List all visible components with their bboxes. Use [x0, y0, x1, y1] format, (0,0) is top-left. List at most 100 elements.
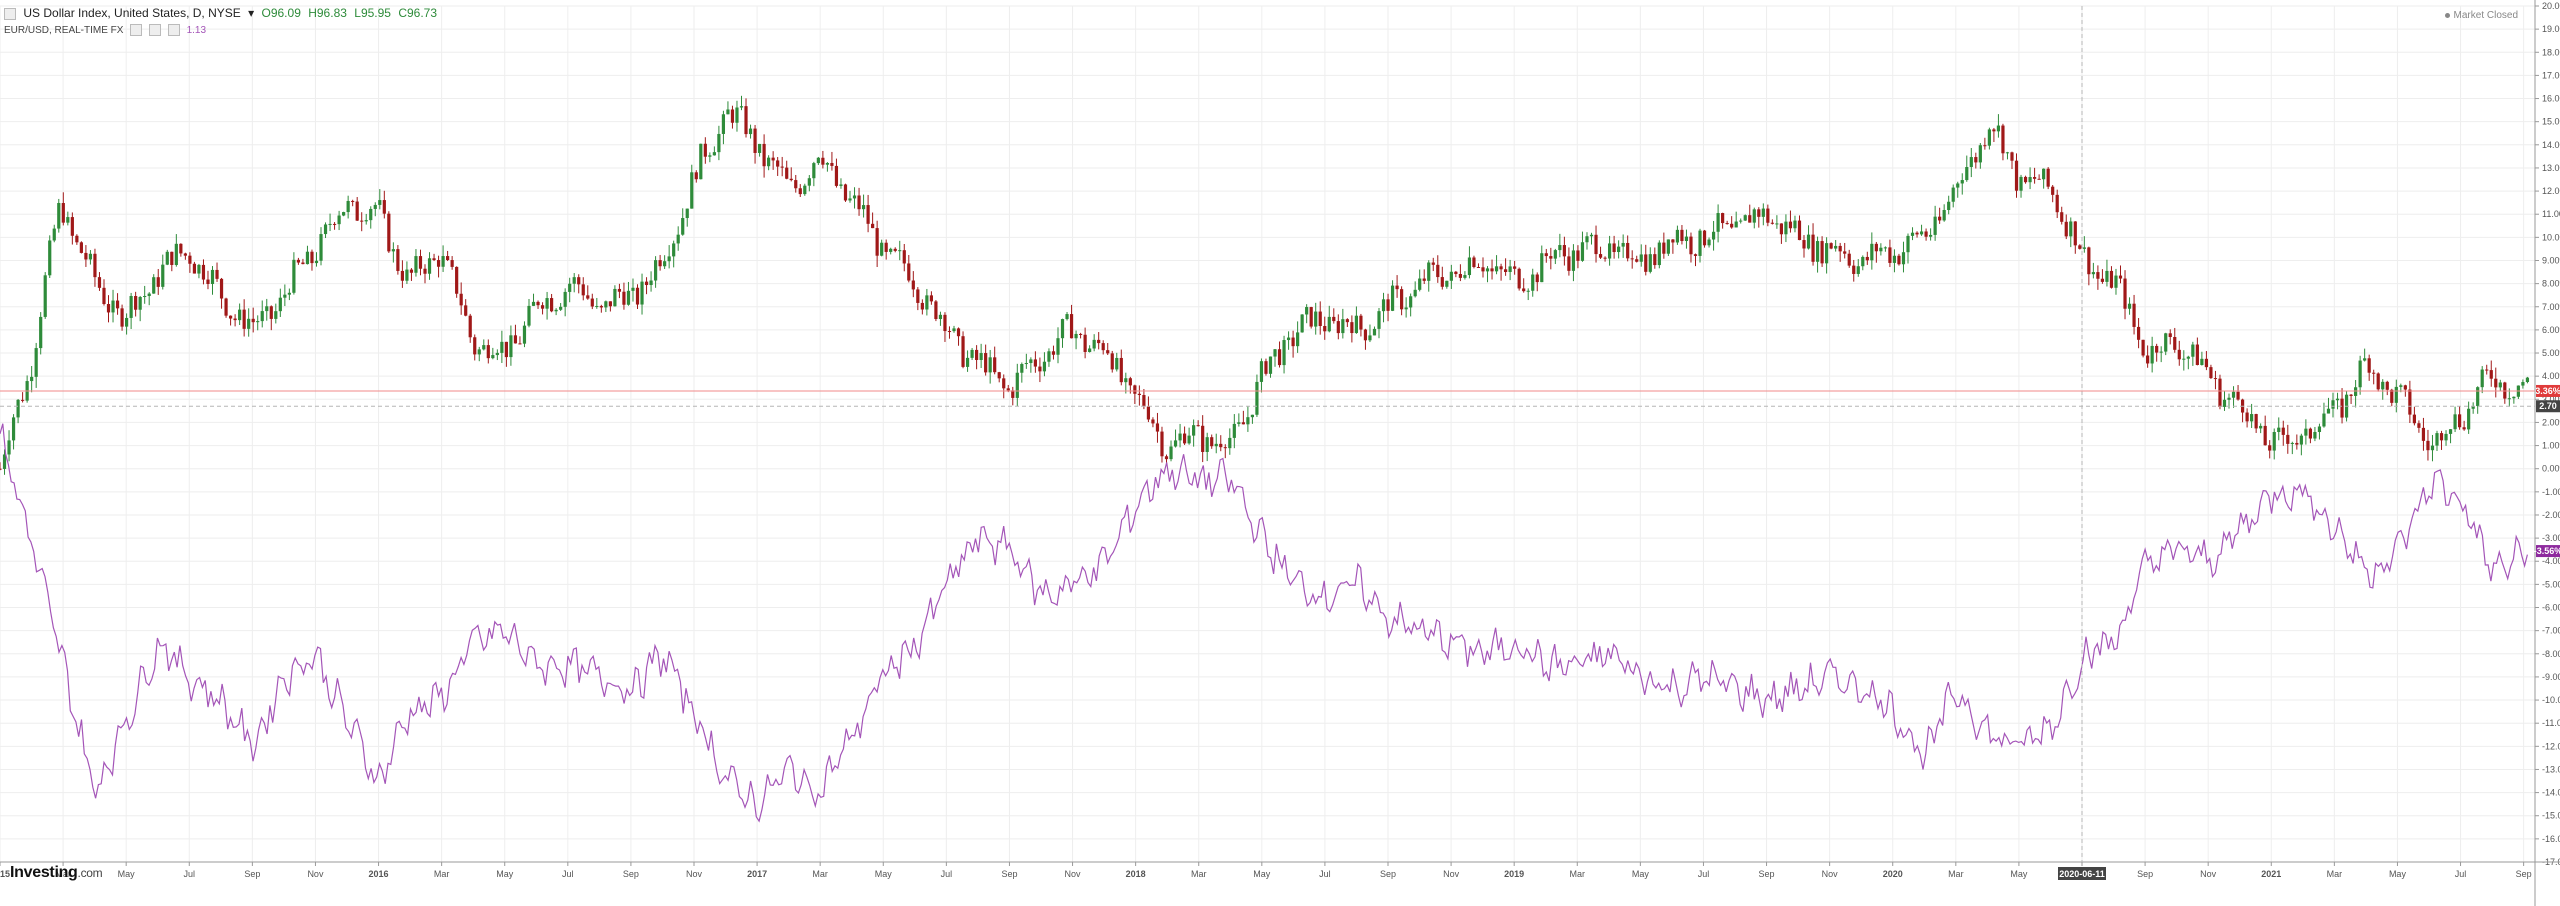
candle-body: [1797, 220, 1802, 241]
y-tick-label: -5.00%: [2542, 579, 2560, 589]
candle-body: [735, 107, 739, 123]
y-tick-label: 18.00%: [2542, 47, 2560, 57]
candle-body: [400, 270, 404, 281]
y-tick-label: 8.00%: [2542, 279, 2560, 289]
candle-body: [2209, 367, 2213, 379]
candle-body: [2105, 270, 2109, 282]
x-tick-label: Sep: [1380, 869, 1396, 879]
eye-icon[interactable]: [130, 24, 143, 36]
candle-body: [2385, 381, 2389, 390]
x-tick-label: Jul: [941, 869, 953, 879]
candle-body: [807, 178, 811, 186]
y-tick-label: 2.00%: [2542, 417, 2560, 427]
candle-body: [2028, 177, 2032, 183]
candle-body: [2453, 414, 2457, 430]
candle-body: [2304, 428, 2308, 436]
candle-body: [2331, 400, 2335, 409]
x-tick-label: 2017: [747, 869, 767, 879]
candle-body: [1485, 268, 1490, 272]
candle-body: [2213, 378, 2218, 380]
candle-body: [1318, 311, 1322, 327]
candle-body: [1232, 423, 1236, 438]
candle-body: [640, 281, 644, 305]
candle-body: [238, 309, 242, 321]
y-tick-label: 15.00%: [2542, 117, 2560, 127]
candle-body: [721, 114, 726, 134]
candle-body: [622, 291, 626, 305]
x-tick-label: Jul: [562, 869, 574, 879]
price-axis[interactable]: 20.00% 19.00% 18.00% 17.00% 16.00% 15.00% 14.0…: [2534, 0, 2560, 906]
candle-body: [201, 264, 206, 280]
symbol-title[interactable]: US Dollar Index, United States, D, NYSE: [23, 6, 241, 20]
candle-body: [1657, 242, 1661, 266]
candle-body: [242, 309, 246, 329]
candle-body: [2073, 221, 2077, 246]
eurusd-line-path: [0, 423, 2528, 823]
settings-icon[interactable]: [149, 24, 162, 36]
candle-body: [34, 348, 38, 377]
candle-body: [459, 293, 463, 306]
compare-symbol[interactable]: EUR/USD, REAL-TIME FX: [4, 24, 124, 36]
candle-body: [509, 335, 513, 358]
candle-body: [2200, 358, 2204, 365]
chevron-down-icon[interactable]: ▾: [248, 6, 255, 20]
y-tick-label: -4.00%: [2542, 556, 2560, 566]
candle-body: [70, 217, 74, 236]
investing-logo: Investing.com: [10, 864, 103, 882]
eurusd-line: [0, 423, 2528, 823]
candle-body: [1603, 257, 1607, 259]
candle-body: [120, 308, 124, 327]
candle-body: [1169, 446, 1173, 460]
candle-body: [694, 172, 698, 180]
candle-body: [2435, 433, 2439, 446]
x-tick-label: Mar: [1570, 869, 1586, 879]
candle-body: [1865, 256, 1869, 261]
candle-body: [2023, 176, 2028, 183]
candle-body: [2281, 427, 2285, 435]
candle-body: [1296, 332, 1300, 347]
candle-body: [911, 280, 915, 290]
candle-body: [1901, 252, 1906, 265]
x-tick-label: Nov: [1443, 869, 1460, 879]
candle-body: [1598, 254, 1603, 258]
candle-body: [2037, 178, 2041, 180]
candle-body: [947, 331, 952, 333]
candle-body: [2313, 431, 2317, 439]
candle-body: [2051, 186, 2055, 195]
candle-body: [2060, 212, 2064, 222]
y-tick-label: -12.00%: [2542, 741, 2560, 751]
candle-body: [780, 166, 784, 168]
candle-body: [1354, 315, 1358, 334]
chart-header: US Dollar Index, United States, D, NYSE …: [4, 6, 441, 20]
time-axis[interactable]: 2015 Mar May Jul Sep Nov 2016 Mar May Jul Sep Nov 20…: [0, 861, 2560, 880]
candle-body: [2399, 385, 2403, 387]
candle-body: [1241, 422, 1245, 425]
x-tick-label: Sep: [2516, 869, 2532, 879]
collapse-icon[interactable]: [4, 7, 16, 20]
candle-body: [748, 128, 753, 135]
candle-body: [1558, 245, 1562, 251]
candle-body: [1910, 232, 1915, 236]
candle-body: [1666, 239, 1670, 254]
candle-body: [2159, 351, 2163, 353]
candle-body: [1006, 388, 1010, 391]
y-tick-label: -10.00%: [2542, 695, 2560, 705]
candle-body: [2204, 358, 2209, 368]
candle-body: [1110, 353, 1114, 370]
candle-body: [206, 279, 210, 284]
candle-body: [0, 468, 2, 470]
close-icon[interactable]: [167, 24, 180, 36]
x-tick-label: Jul: [184, 869, 196, 879]
candle-body: [1847, 253, 1851, 266]
candle-body: [988, 357, 992, 373]
candle-body: [1856, 266, 1860, 274]
candle-body: [527, 305, 531, 326]
candle-body: [43, 275, 47, 317]
candle-body: [1155, 423, 1160, 432]
candle-body: [2014, 160, 2019, 191]
candle-body: [2005, 152, 2010, 154]
candle-body: [2231, 391, 2236, 398]
candle-body: [2263, 425, 2267, 446]
candle-body: [391, 249, 395, 252]
